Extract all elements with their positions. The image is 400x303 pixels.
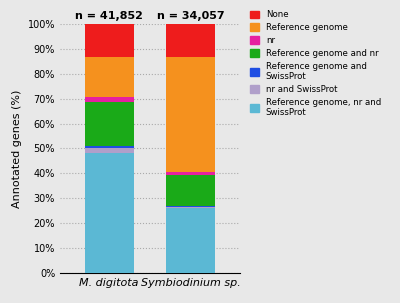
Legend: None, Reference genome, nr, Reference genome and nr, Reference genome and
SwissP: None, Reference genome, nr, Reference ge… [250,10,381,118]
Bar [166,175,216,206]
Bar [84,102,134,146]
Text: n = 34,057: n = 34,057 [157,11,225,21]
Bar [166,206,216,207]
Bar [166,57,216,171]
Bar [84,153,134,273]
Bar [84,57,134,97]
Text: n = 41,852: n = 41,852 [75,11,143,21]
Bar [166,207,216,208]
Bar [84,97,134,102]
Bar [166,208,216,273]
Bar [84,24,134,57]
Bar [166,171,216,175]
Y-axis label: Annotated genes (%): Annotated genes (%) [12,89,22,208]
Bar [84,146,134,148]
Bar [84,148,134,153]
Bar [166,24,216,57]
